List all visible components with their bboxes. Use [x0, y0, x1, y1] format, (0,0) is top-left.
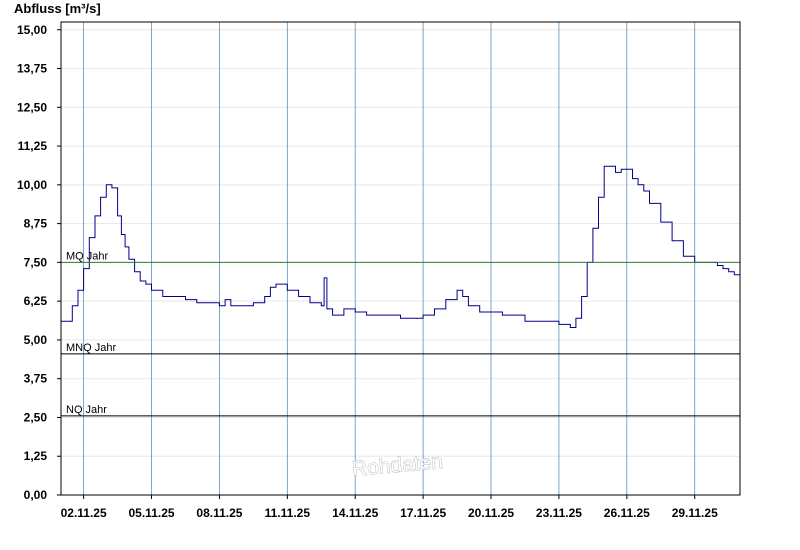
x-tick-label: 29.11.25	[672, 506, 718, 520]
x-tick-label: 14.11.25	[332, 506, 378, 520]
reference-line-label: NQ Jahr	[66, 404, 107, 416]
y-tick-label: 1,25	[24, 449, 48, 463]
reference-line-label: MQ Jahr	[66, 250, 109, 262]
y-axis-ticks: 0,00 1,25 2,50 3,75 5,00 6,25 7,50 8,75 10,00 11,…	[17, 23, 61, 502]
y-tick-label: 10,00	[17, 178, 47, 192]
watermark-label: Rohdaten	[351, 450, 444, 481]
y-tick-label: 11,25	[18, 139, 48, 153]
x-tick-label: 11.11.25	[265, 506, 311, 520]
x-tick-label: 05.11.25	[129, 506, 175, 520]
y-tick-label: 2,50	[24, 410, 48, 424]
y-tick-label: 3,75	[24, 372, 48, 386]
x-tick-label: 20.11.25	[468, 506, 514, 520]
y-tick-label: 6,25	[24, 294, 48, 308]
day-gridlines-over-area	[83, 22, 696, 495]
y-tick-label: 8,75	[24, 217, 48, 231]
y-tick-label: 12,50	[17, 100, 47, 114]
y-tick-label: 7,50	[24, 255, 48, 269]
x-tick-label: 17.11.25	[400, 506, 446, 520]
y-tick-label: 13,75	[17, 62, 47, 76]
x-tick-label: 02.11.25	[61, 506, 107, 520]
x-axis-ticks: 02.11.25 05.11.25 08.11.25 11.11.25 14.11.25…	[61, 495, 718, 520]
x-tick-label: 23.11.25	[536, 506, 582, 520]
y-tick-label: 5,00	[24, 333, 48, 347]
y-tick-label: 15,00	[17, 23, 47, 37]
reference-line-label: MNQ Jahr	[66, 342, 116, 354]
reference-lines: MQ Jahr MNQ Jahr NQ Jahr	[61, 250, 740, 417]
discharge-line	[61, 165, 741, 328]
x-tick-label: 08.11.25	[196, 506, 242, 520]
y-axis-label: Abfluss [m³/s]	[14, 1, 101, 16]
y-tick-label: 0,00	[24, 488, 48, 502]
plot-frame	[60, 21, 741, 496]
x-tick-label: 26.11.25	[604, 506, 650, 520]
